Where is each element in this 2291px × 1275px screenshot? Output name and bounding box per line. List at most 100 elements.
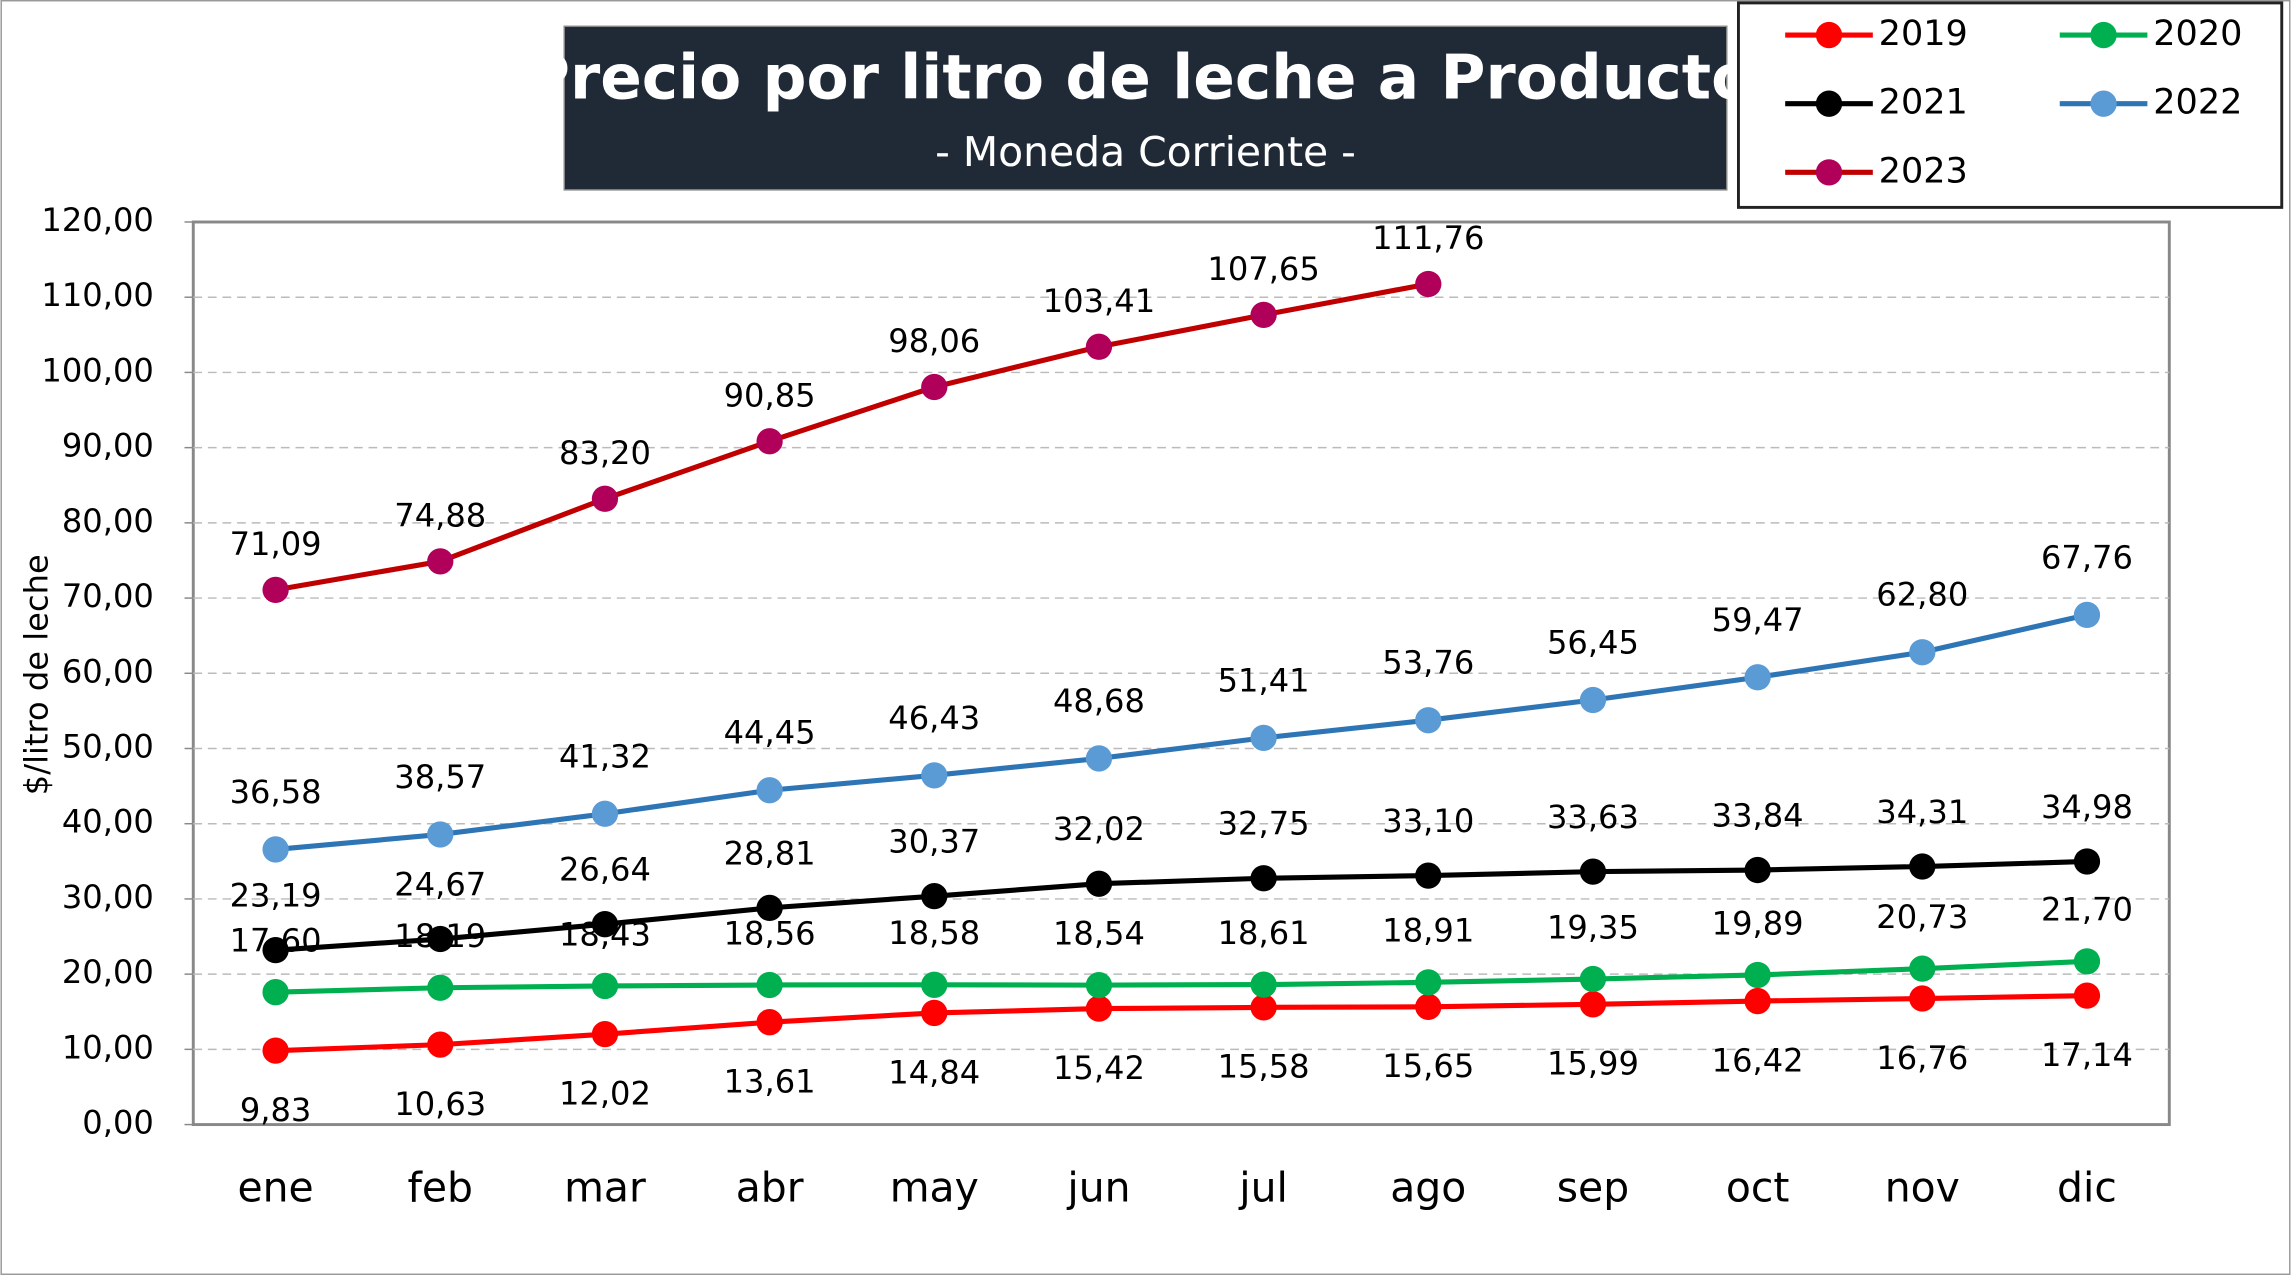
data-point [921, 762, 948, 789]
data-label: 12,02 [559, 1075, 651, 1113]
legend-marker [1815, 159, 1843, 186]
series-line [275, 281, 1429, 593]
data-point [1085, 745, 1113, 772]
data-label: 15,65 [1382, 1047, 1474, 1085]
data-point [921, 882, 948, 910]
y-tick-label: 80,00 [62, 502, 154, 540]
data-point [1250, 301, 1277, 329]
y-tick-label: 60,00 [62, 652, 154, 690]
legend-label: 2021 [1879, 82, 1968, 123]
data-point [921, 971, 948, 998]
legend-label: 2019 [1879, 13, 1968, 54]
x-tick-label: sep [1557, 1163, 1629, 1211]
data-label: 83,20 [559, 434, 651, 472]
data-point [2073, 848, 2101, 875]
data-label: 33,10 [1382, 802, 1474, 840]
data-label: 28,81 [724, 834, 816, 872]
data-label: 67,76 [2041, 538, 2133, 576]
data-point [1579, 686, 1607, 714]
legend-label: 2020 [2153, 13, 2242, 54]
legend-marker [1815, 90, 1843, 117]
data-point [427, 1031, 454, 1058]
legend-marker [2090, 21, 2117, 49]
data-point [262, 836, 289, 863]
data-point [1250, 724, 1277, 752]
data-point [262, 576, 289, 604]
x-tick-label: jun [1066, 1163, 1130, 1211]
data-label: 107,65 [1207, 250, 1319, 288]
x-tick-label: jul [1238, 1163, 1288, 1211]
data-label: 18,58 [888, 914, 980, 952]
x-tick-label: abr [736, 1163, 804, 1211]
data-label: 10,63 [394, 1085, 486, 1123]
data-label: 14,84 [888, 1053, 980, 1091]
data-point [591, 1021, 619, 1048]
data-point [1415, 993, 1442, 1021]
data-label: 15,42 [1053, 1049, 1145, 1087]
data-label: 18,91 [1382, 912, 1474, 950]
data-label: 48,68 [1053, 682, 1145, 720]
x-tick-label: may [890, 1163, 979, 1211]
y-tick-label: 110,00 [41, 276, 153, 314]
data-label: 38,57 [394, 758, 486, 796]
y-tick-label: 20,00 [62, 953, 154, 991]
data-label: 18,61 [1218, 914, 1310, 952]
data-point [1909, 853, 1936, 880]
data-point [1909, 639, 1936, 666]
data-label: 44,45 [724, 714, 816, 752]
y-tick-label: 120,00 [41, 201, 153, 239]
chart-title: Precio por litro de leche a Productor [525, 42, 1784, 113]
data-point [427, 548, 454, 575]
data-point [1415, 270, 1442, 298]
legend-label: 2022 [2153, 82, 2242, 123]
data-label: 98,06 [888, 322, 980, 360]
data-point [1085, 995, 1113, 1022]
data-label: 71,09 [230, 525, 322, 563]
data-point [1085, 333, 1113, 360]
data-point [1415, 707, 1442, 734]
data-label: 15,99 [1547, 1045, 1639, 1083]
data-label: 46,43 [888, 699, 980, 737]
data-point [1250, 971, 1277, 998]
y-axis-label: $/litro de leche [17, 554, 55, 795]
data-label: 17,14 [2041, 1036, 2133, 1074]
data-point [262, 937, 289, 964]
series-line [275, 858, 2088, 953]
data-point [591, 911, 619, 938]
data-point [756, 777, 783, 804]
data-label: 20,73 [1876, 898, 1968, 936]
data-label: 56,45 [1547, 623, 1639, 661]
data-label: 59,47 [1712, 601, 1804, 639]
series-line [275, 993, 2088, 1054]
data-label: 41,32 [559, 737, 651, 775]
data-point [756, 428, 783, 455]
data-point [262, 1037, 289, 1064]
data-label: 74,88 [394, 497, 486, 535]
data-point [1579, 991, 1607, 1018]
data-label: 9,83 [240, 1091, 312, 1129]
data-label: 34,98 [2041, 788, 2133, 826]
y-tick-label: 30,00 [62, 878, 154, 916]
data-label: 111,76 [1372, 219, 1484, 257]
data-label: 33,63 [1547, 798, 1639, 836]
data-label: 13,61 [724, 1063, 816, 1101]
data-point [1085, 971, 1113, 999]
y-tick-label: 90,00 [62, 427, 154, 465]
data-point [1909, 985, 1936, 1012]
legend-marker [1815, 21, 1843, 49]
data-point [1250, 865, 1277, 892]
data-label: 32,75 [1218, 805, 1310, 843]
data-label: 19,35 [1547, 908, 1639, 946]
data-point [2073, 601, 2101, 629]
data-label: 51,41 [1218, 661, 1310, 699]
data-label: 19,89 [1712, 904, 1804, 942]
data-point [756, 971, 783, 999]
data-label: 53,76 [1382, 644, 1474, 682]
data-label: 90,85 [724, 376, 816, 414]
data-label: 32,02 [1053, 810, 1145, 848]
data-label: 26,64 [559, 851, 651, 889]
data-point [1579, 965, 1607, 993]
y-tick-label: 50,00 [62, 727, 154, 765]
data-point [262, 979, 289, 1006]
